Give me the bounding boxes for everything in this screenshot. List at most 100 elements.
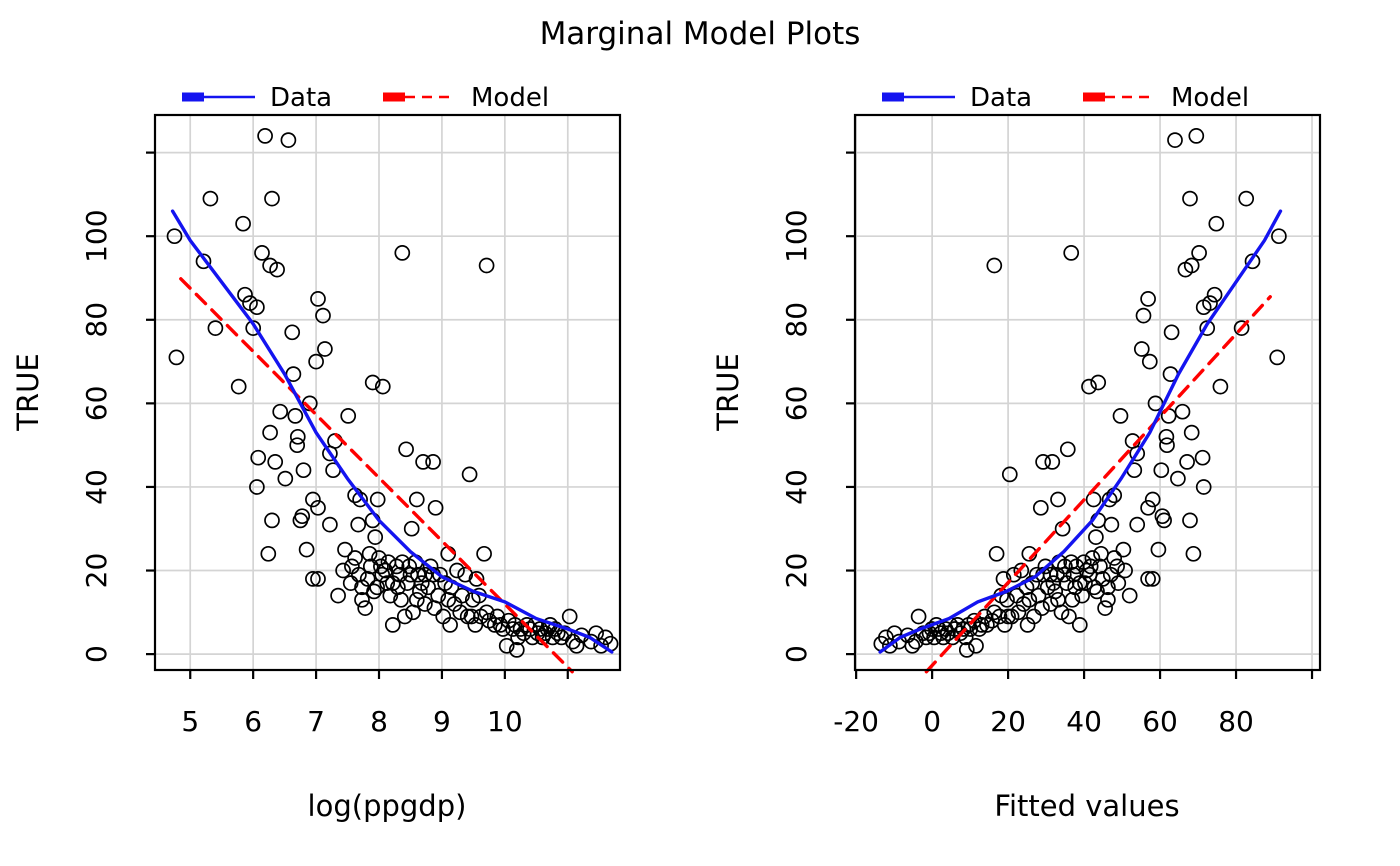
y-tick-label: 20	[780, 553, 813, 589]
data-point	[1133, 341, 1150, 357]
data-point	[287, 408, 304, 424]
data-smooth-line	[170, 209, 614, 654]
data-point	[1158, 428, 1175, 445]
data-point	[478, 257, 495, 274]
data-point	[1179, 454, 1195, 470]
y-tick-label: 80	[80, 302, 113, 338]
data-point	[405, 604, 421, 621]
x-tick-label: 0	[923, 705, 941, 738]
data-point	[403, 520, 420, 537]
data-point	[1185, 545, 1202, 562]
data-point	[1013, 562, 1030, 579]
data-point	[420, 579, 436, 596]
data-point	[1068, 558, 1085, 575]
data-point	[907, 633, 924, 650]
data-point	[489, 608, 506, 625]
right-plot: -20 0 20 40 60 80 0 20 40 60 80 100 Data Model	[780, 83, 1322, 738]
data-points	[166, 128, 619, 658]
data-point	[359, 571, 376, 587]
data-point	[467, 617, 484, 633]
data-point	[1015, 596, 1032, 612]
data-point	[904, 637, 921, 654]
data-point	[260, 545, 277, 562]
data-point	[250, 449, 267, 466]
data-point	[166, 228, 183, 245]
data-point	[408, 491, 425, 508]
data-point	[1271, 228, 1287, 245]
left-xaxis-title: log(ppgdp)	[308, 789, 467, 823]
data-point	[910, 608, 927, 625]
data-point	[473, 608, 489, 625]
data-point	[1163, 324, 1180, 341]
data-point	[402, 566, 419, 583]
data-point	[564, 633, 581, 650]
y-tick-label: 100	[780, 209, 813, 262]
legend-label-model: Model	[1171, 83, 1249, 113]
y-tick-label: 80	[780, 302, 813, 338]
data-point	[168, 349, 185, 366]
data-point	[305, 571, 321, 587]
model-smooth-line	[924, 295, 1272, 674]
data-point	[369, 491, 386, 508]
x-tick-label: 6	[244, 705, 262, 738]
data-point	[1144, 571, 1161, 587]
data-point	[1059, 441, 1076, 458]
data-point	[1156, 512, 1172, 529]
data-point	[292, 512, 309, 529]
data-point	[1153, 462, 1170, 479]
data-point	[310, 499, 326, 516]
data-point	[1233, 320, 1250, 336]
data-point	[968, 637, 984, 654]
data-point	[1100, 579, 1116, 596]
data-point	[264, 190, 280, 207]
y-tick-label: 60	[80, 386, 113, 422]
data-point	[277, 470, 294, 487]
data-point	[918, 629, 934, 646]
data-point	[347, 550, 363, 566]
data-point	[505, 621, 521, 637]
data-point	[1081, 378, 1097, 395]
data-smooth-line	[878, 209, 1283, 654]
data-point	[986, 604, 1003, 621]
data-point	[350, 516, 367, 533]
data-point	[1194, 449, 1211, 466]
data-point	[1144, 491, 1161, 508]
data-point	[1001, 466, 1018, 483]
data-point	[534, 629, 551, 646]
plot-box	[853, 113, 1322, 672]
data-point	[1188, 128, 1205, 144]
data-point	[1057, 558, 1073, 575]
data-point	[1135, 307, 1152, 324]
data-point	[289, 437, 306, 454]
data-point	[1195, 479, 1212, 495]
right-xaxis-title: Fitted values	[994, 789, 1179, 823]
data-point	[357, 600, 374, 616]
data-point	[340, 408, 357, 424]
data-point	[461, 466, 478, 483]
data-point	[1129, 445, 1146, 462]
right-yaxis-title: TRUE	[711, 353, 745, 431]
data-point	[195, 253, 212, 270]
data-point	[1064, 591, 1081, 608]
data-point	[249, 479, 265, 495]
data-point	[442, 617, 458, 633]
data-point	[498, 637, 515, 654]
data-point	[401, 558, 418, 575]
data-point	[955, 621, 972, 637]
y-tick-label: 0	[780, 645, 813, 663]
data-point	[1121, 587, 1138, 604]
data-point	[1244, 253, 1261, 270]
data-point	[295, 462, 312, 479]
data-point	[1039, 579, 1056, 596]
data-point	[374, 378, 391, 395]
data-point	[322, 445, 338, 462]
data-point	[1208, 215, 1225, 232]
data-point	[529, 625, 546, 642]
data-point	[415, 454, 431, 470]
data-point	[410, 566, 426, 583]
data-point	[1103, 516, 1120, 533]
data-point	[1094, 571, 1111, 587]
data-point	[1238, 190, 1255, 207]
data-point	[257, 128, 273, 144]
